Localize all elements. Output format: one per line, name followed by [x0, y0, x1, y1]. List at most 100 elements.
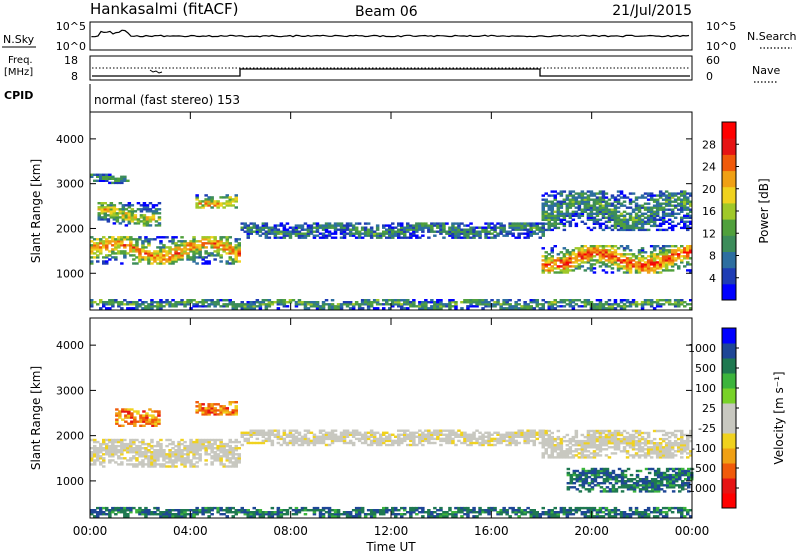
- power-cell: [306, 234, 311, 237]
- velocity-cell: [637, 446, 642, 449]
- power-cell: [646, 228, 651, 232]
- power-cell: [406, 228, 410, 231]
- power-cell: [354, 236, 359, 239]
- velocity-cell: [115, 422, 119, 425]
- velocity-cell: [581, 469, 586, 473]
- power-cell: [610, 196, 615, 199]
- velocity-cell: [680, 450, 684, 453]
- velocity-cell: [339, 435, 344, 438]
- velocity-cell: [589, 433, 594, 437]
- velocity-cell: [300, 439, 305, 443]
- velocity-cell: [670, 446, 675, 449]
- velocity-cell: [297, 443, 302, 447]
- power-cell: [562, 261, 567, 264]
- velocity-cell: [150, 465, 154, 468]
- velocity-cell: [201, 413, 205, 416]
- power-cell: [102, 303, 106, 306]
- power-cell: [442, 226, 446, 229]
- power-cell: [96, 244, 100, 247]
- power-cell: [360, 232, 365, 235]
- velocity-cell: [575, 469, 580, 473]
- power-cell: [93, 242, 97, 245]
- power-cell: [108, 303, 112, 306]
- velocity-cell: [683, 439, 687, 443]
- power-cell: [559, 218, 564, 221]
- power-cell: [210, 303, 214, 306]
- velocity-cell: [667, 439, 672, 443]
- power-cell: [342, 234, 347, 237]
- power-cell: [129, 303, 133, 306]
- velocity-cell: [339, 439, 344, 443]
- power-cell: [689, 202, 693, 205]
- power-cell: [601, 245, 606, 248]
- velocity-cell: [255, 433, 260, 436]
- power-cell: [490, 303, 494, 306]
- power-cell: [547, 204, 551, 207]
- velocity-cell: [99, 457, 103, 460]
- power-cell: [595, 208, 600, 211]
- velocity-cell: [174, 444, 178, 448]
- velocity-cell: [136, 410, 140, 413]
- power-cell: [616, 202, 621, 205]
- power-cell: [460, 307, 464, 310]
- power-cell: [535, 303, 539, 306]
- velocity-cell: [598, 442, 603, 445]
- power-cell: [655, 261, 660, 264]
- velocity-cell: [572, 482, 577, 485]
- velocity-cell: [689, 435, 693, 439]
- power-cell: [598, 307, 603, 310]
- power-cell: [677, 202, 681, 205]
- power-cell: [487, 301, 491, 304]
- power-cell: [649, 261, 654, 264]
- velocity-cell: [180, 455, 184, 458]
- power-cell: [655, 194, 660, 197]
- power-cell: [109, 212, 114, 215]
- power-cell: [658, 265, 663, 268]
- velocity-cell: [687, 482, 691, 485]
- power-cell: [145, 210, 150, 213]
- velocity-cell: [605, 480, 610, 483]
- power-cell: [210, 254, 214, 257]
- power-cell: [106, 204, 111, 207]
- power-cell: [366, 299, 371, 302]
- velocity-cell: [605, 469, 610, 473]
- power-cell: [683, 190, 687, 193]
- velocity-cell: [463, 441, 467, 445]
- power-cell: [595, 198, 600, 201]
- velocity-cell: [659, 473, 664, 477]
- power-cell: [409, 301, 413, 304]
- power-cell: [252, 301, 256, 304]
- velocity-cell: [118, 416, 122, 419]
- velocity-cell: [678, 478, 682, 481]
- velocity-cell: [671, 473, 676, 477]
- velocity-cell: [303, 433, 308, 436]
- velocity-cell: [451, 439, 455, 443]
- power-cell: [689, 245, 693, 248]
- velocity-cell: [121, 424, 125, 427]
- velocity-cell: [198, 455, 202, 458]
- power-cell: [553, 245, 557, 248]
- velocity-cell: [583, 450, 588, 453]
- power-cell: [496, 299, 500, 302]
- velocity-cell: [529, 431, 533, 434]
- power-cell: [306, 224, 311, 227]
- power-cell: [499, 305, 503, 308]
- power-cell: [430, 305, 434, 308]
- power-cell: [174, 303, 178, 306]
- velocity-cell: [147, 449, 151, 452]
- velocity-cell: [204, 459, 208, 462]
- velocity-cell: [665, 480, 670, 483]
- power-cell: [667, 226, 672, 230]
- velocity-cell: [225, 459, 229, 462]
- power-cell: [216, 254, 220, 257]
- power-cell: [252, 307, 256, 310]
- velocity-cell: [674, 480, 679, 483]
- power-colorbar-swatch: [722, 154, 736, 172]
- velocity-cell: [198, 442, 202, 446]
- velocity-cell: [550, 442, 554, 445]
- velocity-cell: [628, 444, 633, 447]
- velocity-cell: [511, 441, 515, 445]
- power-cell: [141, 250, 145, 253]
- velocity-cell: [330, 435, 335, 438]
